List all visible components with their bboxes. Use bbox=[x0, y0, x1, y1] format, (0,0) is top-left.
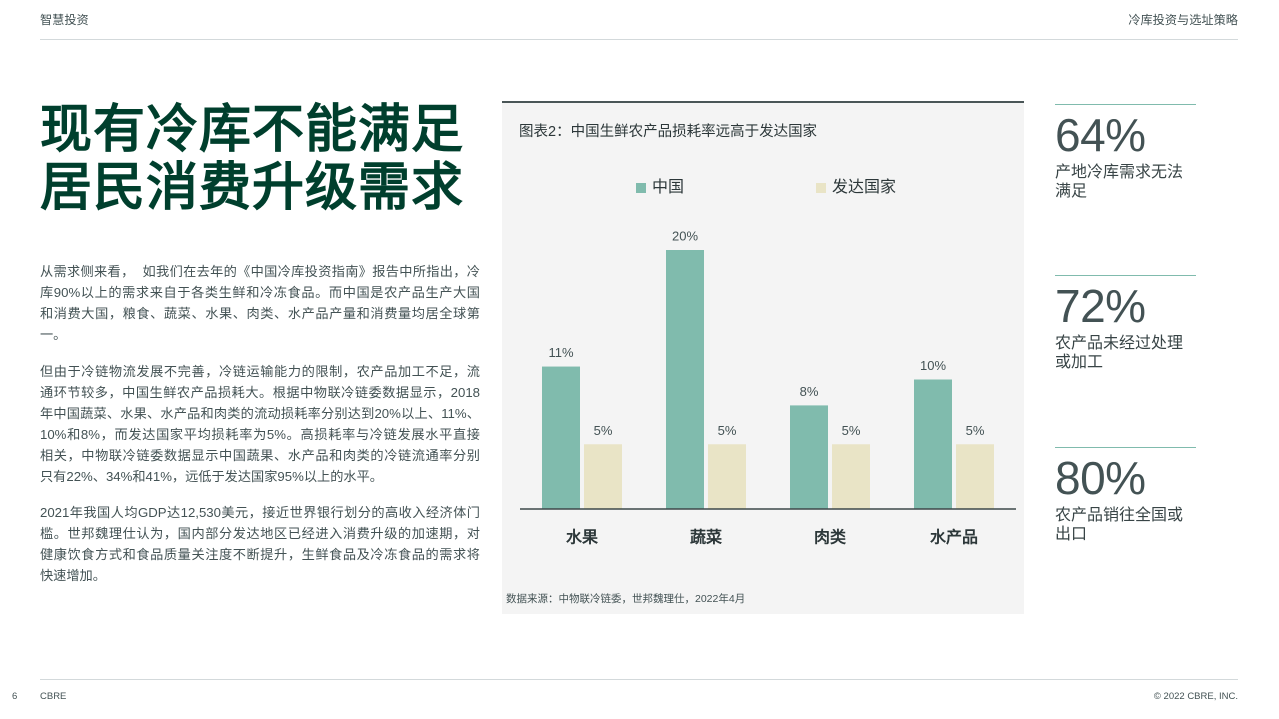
bar-chart: 11% 5% 水果 20% 5% 蔬菜 8% 5% 肉类 10% 5% 水产品 bbox=[520, 229, 1016, 547]
series-1-bar bbox=[542, 366, 580, 509]
chart-title: 图表2：中国生鲜农产品损耗率远高于发达国家 bbox=[519, 124, 818, 140]
header-report-title: 冷库投资与选址策略 bbox=[1128, 13, 1238, 27]
legend-label-series-2: 发达国家 bbox=[832, 179, 897, 196]
category-label: 水果 bbox=[566, 528, 598, 547]
series-2-bar bbox=[708, 444, 746, 509]
category-label: 肉类 bbox=[814, 528, 847, 547]
series-1-bar bbox=[790, 405, 828, 509]
page-title: 现有冷库不能满足 居民消费升级需求 bbox=[40, 102, 464, 218]
paragraph-line: 相关，中物联冷链委数据显示中国蔬果、水产品和肉类的冷链流通率分别 bbox=[40, 448, 480, 463]
stat-block: 80% 农产品销往全国或出口 bbox=[1055, 447, 1196, 597]
series-1-bar bbox=[914, 379, 952, 509]
body-paragraph: 从需求侧来看， 如我们在去年的《中国冷库投资指南》报告中所指出，冷 库90%以上… bbox=[40, 261, 480, 345]
series-1-value-label: 10% bbox=[920, 358, 946, 373]
page-title-line: 现有冷库不能满足 bbox=[40, 102, 465, 159]
footer-copyright: © 2022 CBRE, INC. bbox=[1153, 691, 1238, 702]
stat-divider bbox=[1055, 275, 1196, 276]
chart-panel: 图表2：中国生鲜农产品损耗率远高于发达国家 11% 5% 水果 20% 5% 蔬菜 8% 5%… bbox=[502, 101, 1024, 614]
chart-source-note: 数据来源：中物联冷链委，世邦魏理仕，2022年4月 bbox=[506, 593, 746, 605]
stat-value: 64% bbox=[1055, 109, 1146, 161]
paragraph-line: 从需求侧来看， 如我们在去年的《中国冷库投资指南》报告中所指出，冷 bbox=[40, 264, 480, 279]
chart-top-rule bbox=[502, 101, 1024, 103]
series-2-value-label: 5% bbox=[966, 423, 985, 438]
series-2-value-label: 5% bbox=[842, 423, 861, 438]
stat-block: 72% 农产品未经过处理或加工 bbox=[1055, 275, 1196, 425]
series-1-value-label: 8% bbox=[800, 384, 819, 399]
paragraph-line: 年中国蔬菜、水果、水产品和肉类的流动损耗率分别达到20%以上、11%、 bbox=[40, 406, 480, 421]
series-2-value-label: 5% bbox=[718, 423, 737, 438]
stat-label: 农产品未经过处理或加工 bbox=[1055, 335, 1184, 371]
series-1-value-label: 11% bbox=[548, 345, 573, 360]
series-2-value-label: 5% bbox=[594, 423, 613, 438]
paragraph-line: 健康饮食方式和食品质量关注度不断提升，生鲜食品及冷冻食品的需求将 bbox=[40, 547, 480, 562]
footer-divider bbox=[40, 679, 1238, 680]
stat-block: 64% 产地冷库需求无法满足 bbox=[1055, 104, 1196, 254]
header-section-label: 智慧投资 bbox=[40, 13, 89, 27]
paragraph-line: 但由于冷链物流发展不完善，冷链运输能力的限制，农产品加工不足，流 bbox=[40, 364, 480, 379]
stat-value: 72% bbox=[1055, 280, 1146, 332]
series-2-bar bbox=[584, 444, 622, 509]
page-number: 6 bbox=[12, 691, 18, 702]
paragraph-line: 2021年我国人均GDP达12,530美元，接近世界银行划分的高收入经济体门 bbox=[40, 505, 480, 520]
series-2-bar bbox=[956, 444, 994, 509]
stat-label: 产地冷库需求无法满足 bbox=[1055, 164, 1184, 200]
paragraph-line: 库90%以上的需求来自于各类生鲜和冷冻食品。而中国是农产品生产大国 bbox=[40, 285, 480, 300]
legend-swatch-series-2 bbox=[816, 183, 826, 193]
category-label: 蔬菜 bbox=[690, 528, 722, 547]
paragraph-line: 只有22%、34%和41%，远低于发达国家95%以上的水平。 bbox=[40, 469, 383, 484]
stat-divider bbox=[1055, 104, 1196, 105]
body-paragraph: 但由于冷链物流发展不完善，冷链运输能力的限制，农产品加工不足，流 通环节较多，中… bbox=[40, 361, 480, 487]
stat-value: 80% bbox=[1055, 452, 1146, 504]
legend-label-series-1: 中国 bbox=[652, 179, 685, 196]
paragraph-line: 10%和8%，而发达国家平均损耗率为5%。高损耗率与冷链发展水平直接 bbox=[40, 427, 480, 442]
stat-divider bbox=[1055, 447, 1196, 448]
series-1-value-label: 20% bbox=[672, 229, 698, 244]
paragraph-line: 快速增加。 bbox=[40, 568, 106, 583]
series-1-bar bbox=[666, 250, 704, 509]
paragraph-line: 通环节较多，中国生鲜农产品损耗大。根据中物联冷链委数据显示，2018 bbox=[40, 385, 480, 400]
footer-brand: CBRE bbox=[40, 691, 67, 702]
header-divider bbox=[40, 39, 1238, 40]
category-label: 水产品 bbox=[930, 528, 978, 547]
stat-label: 农产品销往全国或出口 bbox=[1055, 507, 1184, 543]
series-2-bar bbox=[832, 444, 870, 509]
page-title-line: 居民消费升级需求 bbox=[40, 160, 465, 217]
paragraph-line: 槛。世邦魏理仕认为，国内部分发达地区已经进入消费升级的加速期，对 bbox=[40, 526, 480, 541]
paragraph-line: 和消费大国，粮食、蔬菜、水果、肉类、水产品产量和消费量均居全球第 bbox=[40, 306, 480, 321]
body-paragraph: 2021年我国人均GDP达12,530美元，接近世界银行划分的高收入经济体门 槛… bbox=[40, 502, 480, 586]
legend-swatch-series-1 bbox=[636, 183, 646, 193]
paragraph-line: 一。 bbox=[40, 327, 67, 342]
